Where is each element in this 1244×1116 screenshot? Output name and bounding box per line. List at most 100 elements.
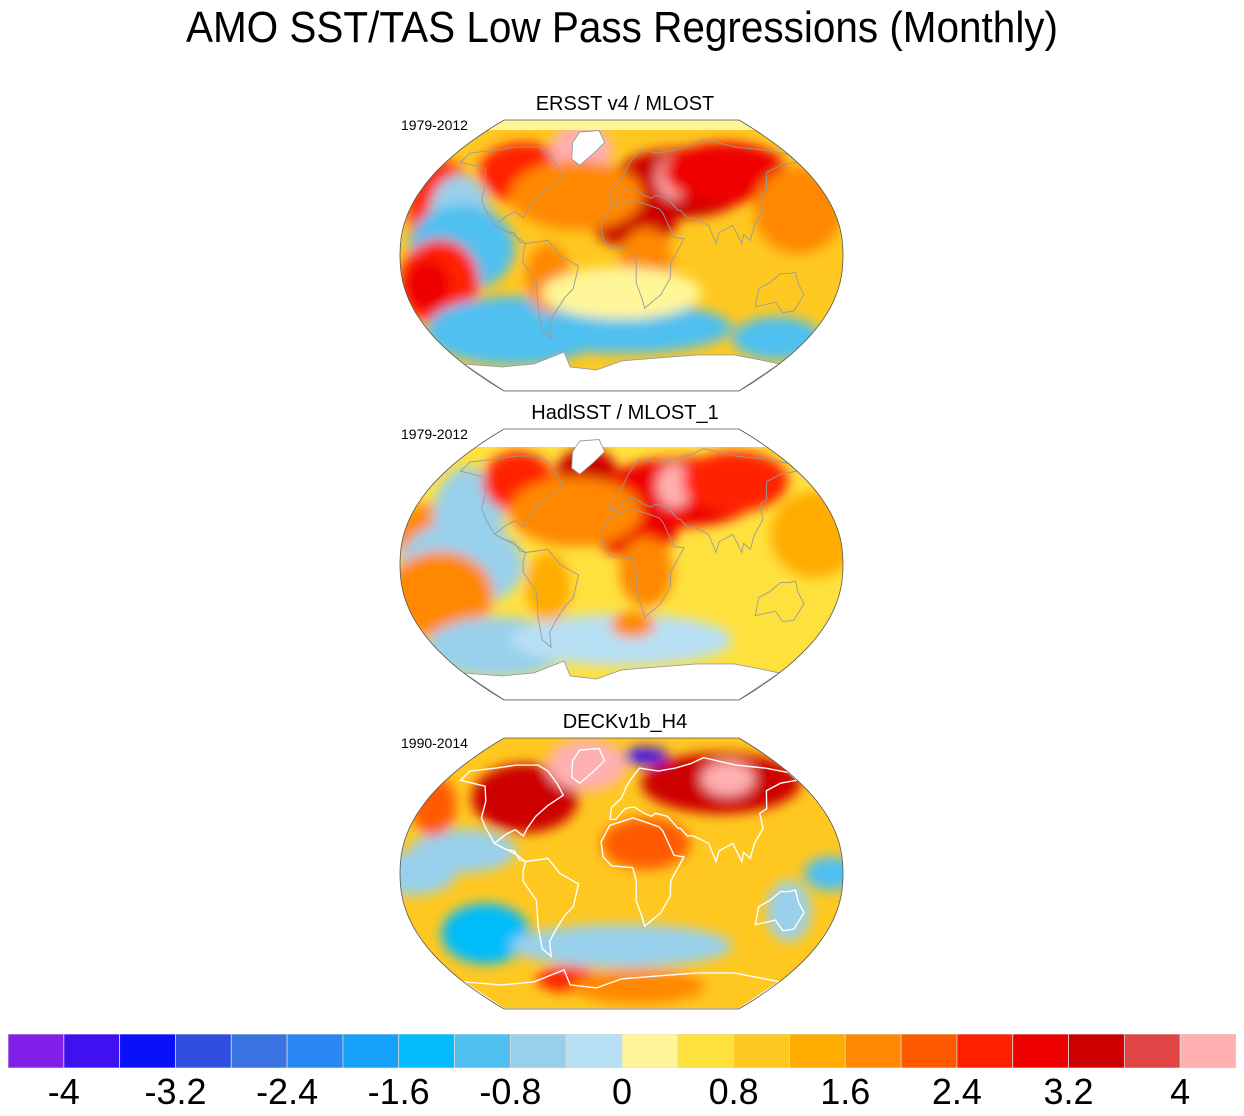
coastline-eurasia — [609, 448, 799, 554]
colorbar-box — [8, 1034, 65, 1068]
anomaly-region — [770, 491, 843, 578]
colorbar-tick-label: -3.2 — [144, 1071, 207, 1112]
missing-data-region — [463, 351, 780, 391]
coastline-north-america — [459, 764, 565, 863]
anomaly-region — [619, 537, 673, 607]
anomaly-region — [656, 464, 693, 508]
colorbar-box — [398, 1034, 455, 1068]
coastline-south-america — [522, 239, 580, 340]
map-border — [399, 119, 844, 392]
missing-data-region — [571, 130, 605, 166]
coastline-eurasia — [609, 756, 799, 864]
map-plot — [399, 119, 844, 392]
map-plot — [399, 737, 844, 1010]
map-border — [399, 428, 844, 701]
anomaly-region — [546, 739, 627, 792]
anomaly-region — [400, 551, 494, 639]
colorbar-tick-label: 0 — [611, 1071, 633, 1112]
panel-period: 1979-2012 — [401, 426, 468, 442]
coastline-greenland — [571, 130, 606, 166]
anomaly-region — [441, 903, 530, 965]
figure-title: AMO SST/TAS Low Pass Regressions (Monthl… — [185, 3, 1059, 52]
coastline-south-america — [522, 857, 580, 958]
anomaly-region — [804, 856, 843, 891]
panel-title: HadlSST / MLOST_1 — [531, 402, 719, 424]
anomaly-region — [471, 763, 579, 833]
map-field — [400, 738, 843, 1009]
anomaly-region — [663, 142, 787, 204]
coastline-africa — [600, 817, 686, 928]
map-border — [399, 737, 844, 1010]
coastline-africa — [600, 199, 685, 309]
coastline-australia — [754, 889, 805, 932]
colorbar-box — [175, 1034, 232, 1068]
colorbar-box — [1123, 1034, 1181, 1068]
colorbar-labels: -4 -3.2 -2.4 -1.6 -0.8 0 0.8 1.6 2.4 3.2 4 — [0, 1070, 1244, 1116]
colorbar-box — [565, 1034, 623, 1068]
anomaly-region — [754, 166, 843, 254]
anomaly-region — [510, 301, 733, 354]
missing-data-region — [463, 660, 780, 700]
map-plot — [399, 428, 844, 701]
colorbar-box — [1068, 1034, 1125, 1068]
coastline-australia — [754, 271, 805, 314]
coastline-antarctica — [462, 660, 781, 700]
polar-cap — [400, 429, 843, 447]
colorbar-tick-label: 3.2 — [1043, 1071, 1094, 1112]
anomaly-region — [682, 451, 789, 513]
colorbar-tick-label: -4 — [47, 1071, 80, 1112]
coastline-antarctica — [462, 351, 781, 391]
colorbar-box — [956, 1034, 1014, 1068]
coastline-australia — [754, 580, 805, 623]
anomaly-region — [601, 817, 690, 870]
colorbar-tick-label: -0.8 — [479, 1071, 542, 1112]
anomaly-region — [701, 761, 755, 796]
colorbar-box — [733, 1034, 790, 1068]
colorbar-box — [1012, 1034, 1069, 1068]
coastline-eurasia — [609, 139, 799, 245]
colorbar-box — [677, 1034, 735, 1068]
anomaly-region — [405, 259, 451, 312]
colorbar-box — [286, 1034, 344, 1068]
panel-period: 1979-2012 — [401, 117, 468, 133]
colorbar-box — [900, 1034, 958, 1068]
coastline-africa — [600, 508, 685, 618]
colorbar-tick-label: 1.6 — [820, 1071, 871, 1112]
colorbar-box — [119, 1034, 176, 1068]
coastline-north-america — [459, 146, 564, 244]
missing-data-region — [571, 439, 605, 475]
map-field — [400, 120, 843, 391]
anomaly-region — [411, 775, 456, 837]
anomaly-region — [526, 552, 571, 622]
colorbar-tick-label: -2.4 — [256, 1071, 319, 1112]
coastline-south-america — [522, 548, 580, 649]
colorbar-tick-label: 2.4 — [931, 1071, 982, 1112]
panel-title: ERSST v4 / MLOST — [535, 93, 715, 115]
anomaly-region — [766, 880, 812, 942]
anomaly-region — [508, 477, 642, 547]
anomaly-region — [623, 747, 668, 765]
colorbar-box — [342, 1034, 400, 1068]
anomaly-region — [610, 611, 655, 638]
anomaly-region — [409, 829, 517, 873]
anomaly-region — [509, 160, 643, 230]
polar-cap — [400, 120, 843, 130]
colorbar-tick-label: 0.8 — [708, 1071, 759, 1112]
colorbar-tick-label: -1.6 — [367, 1071, 430, 1112]
coastline-antarctica — [461, 968, 782, 1009]
colorbar-tick-label: 4 — [1170, 1071, 1191, 1112]
colorbar-box — [454, 1034, 511, 1068]
anomaly-region — [510, 613, 733, 666]
coastline-north-america — [459, 455, 564, 553]
colorbar-box — [230, 1034, 288, 1068]
anomaly-region — [541, 267, 702, 320]
anomaly-region — [510, 924, 733, 968]
colorbar-box — [63, 1034, 121, 1068]
panel-title: DECKv1b_H4 — [562, 711, 688, 733]
coastline-greenland — [570, 747, 606, 785]
colorbar-box — [1179, 1034, 1236, 1068]
anomaly-region — [571, 969, 705, 1004]
colorbar — [8, 1034, 1236, 1068]
colorbar-box — [789, 1034, 846, 1068]
colorbar-box — [621, 1034, 679, 1068]
